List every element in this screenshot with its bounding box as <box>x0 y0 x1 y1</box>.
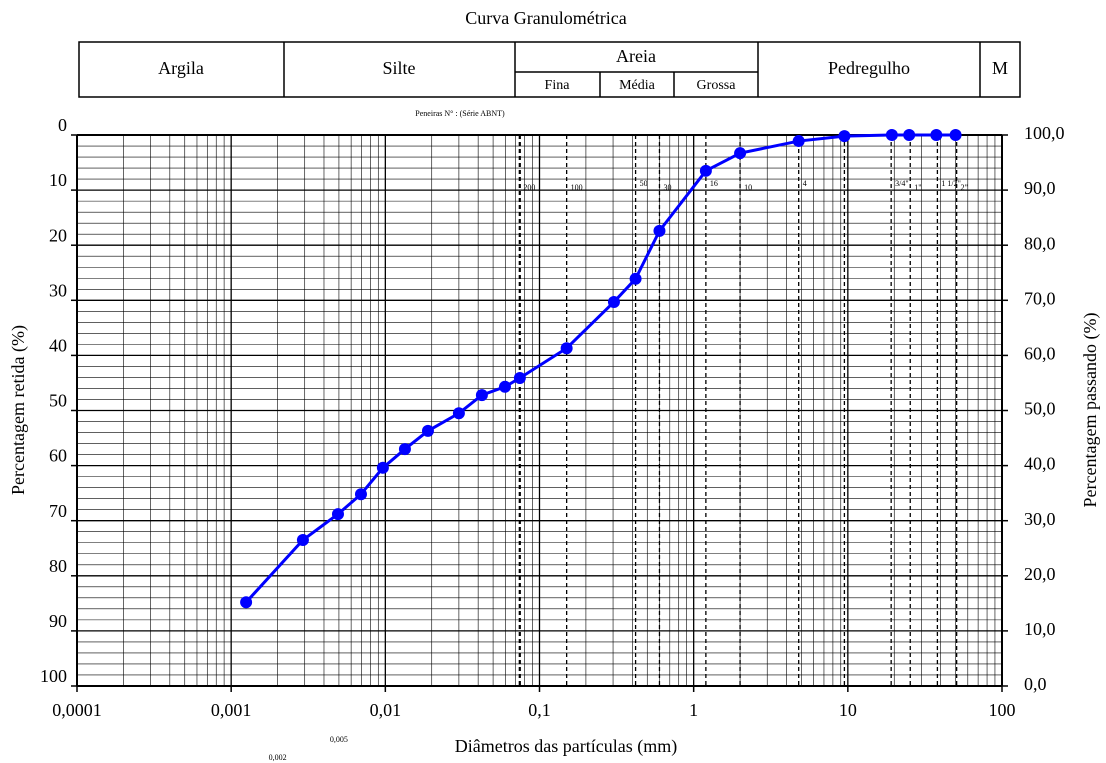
class-label: Silte <box>382 58 415 78</box>
y-tick-label: 40,0 <box>1024 454 1056 474</box>
data-point <box>296 533 309 546</box>
y-axis-label: Percentagem passando (%) <box>1080 313 1101 508</box>
x-note: 0,005 <box>330 735 348 744</box>
x-tick-label: 1 <box>689 700 698 720</box>
data-point <box>331 508 344 521</box>
data-point <box>560 342 573 355</box>
data-point <box>949 129 962 141</box>
class-label: Pedregulho <box>828 58 910 78</box>
data-point <box>734 147 747 160</box>
class-label: Média <box>619 78 656 93</box>
data-point <box>903 129 916 141</box>
y-tick-label: 90,0 <box>1024 178 1056 198</box>
data-point <box>354 488 367 501</box>
class-label: Grossa <box>697 78 737 93</box>
data-point <box>699 164 712 177</box>
y-tick-label: 100,0 <box>1024 123 1065 143</box>
class-label: Areia <box>616 46 656 66</box>
data-point <box>629 272 642 285</box>
x-axis-label: Diâmetros das partículas (mm) <box>455 736 677 757</box>
data-point <box>792 135 805 148</box>
y-left-tick-label: 50 <box>49 391 67 411</box>
sieve-label: 1 1/2" <box>941 179 961 188</box>
data-point <box>475 389 488 402</box>
sieve-label: 3/4" <box>895 179 909 188</box>
data-point <box>513 371 526 384</box>
sieve-label: 10 <box>744 183 752 192</box>
y-tick-label: 0,0 <box>1024 674 1047 694</box>
y-left-tick-label: 100 <box>40 666 67 686</box>
y-left-tick-label: 70 <box>49 501 67 521</box>
data-point <box>930 129 943 141</box>
y-left-tick-label: 80 <box>49 556 67 576</box>
x-tick-label: 0,001 <box>211 700 252 720</box>
series-line <box>244 133 956 604</box>
y-left-tick-label: 20 <box>49 225 67 245</box>
sieve-label: 100 <box>571 183 583 192</box>
data-point <box>240 596 253 609</box>
table-frame <box>78 41 1021 98</box>
y-tick-label: 80,0 <box>1024 233 1056 253</box>
sieve-label: 4 <box>803 179 807 188</box>
y-tick-label: 10,0 <box>1024 619 1056 639</box>
y-left-tick-label: 60 <box>49 446 67 466</box>
x-tick-label: 0,1 <box>528 700 551 720</box>
data-point <box>498 380 511 393</box>
data-point <box>885 129 898 141</box>
x-tick-label: 100 <box>989 700 1016 720</box>
data-point <box>421 424 434 437</box>
y-left-tick-label: 40 <box>49 336 67 356</box>
x-note: 0,002 <box>269 753 287 762</box>
sieve-label: 50 <box>640 179 648 188</box>
y-tick-label: 50,0 <box>1024 399 1056 419</box>
class-label: M <box>992 58 1008 78</box>
sieve-label: 30 <box>663 183 671 192</box>
x-tick-label: 0,01 <box>370 700 402 720</box>
y-tick-label: 30,0 <box>1024 509 1056 529</box>
y-tick-label: 60,0 <box>1024 344 1056 364</box>
y-left-tick-label: 30 <box>49 280 67 300</box>
sieve-label: 200 <box>523 183 535 192</box>
x-tick-label: 10 <box>839 700 857 720</box>
data-point <box>398 443 411 456</box>
data-point <box>607 295 620 308</box>
sieve-label: 16 <box>710 179 718 188</box>
y-tick-label: 70,0 <box>1024 288 1056 308</box>
data-point <box>653 224 666 237</box>
data-point <box>838 130 851 143</box>
soil-table: Argila Silte Areia Fina Média Grossa Ped… <box>78 41 1021 98</box>
data-point <box>452 407 465 420</box>
y-left-axis-label: Percentagem retida (%) <box>8 325 29 495</box>
y-left-tick-label: 10 <box>49 170 67 190</box>
class-label: Argila <box>158 58 204 78</box>
y-left-tick-label: 0 <box>58 115 67 135</box>
sieve-label: 2" <box>961 183 968 192</box>
x-tick-label: 0,0001 <box>52 700 102 720</box>
data-point <box>376 461 389 474</box>
sieve-label: 1" <box>914 183 921 192</box>
sieve-title: Peneiras N° : (Série ABNT) <box>415 109 505 118</box>
y-left-tick-label: 90 <box>49 611 67 631</box>
class-label: Fina <box>545 78 571 93</box>
y-tick-label: 20,0 <box>1024 564 1056 584</box>
chart-title: Curva Granulométrica <box>465 8 626 28</box>
